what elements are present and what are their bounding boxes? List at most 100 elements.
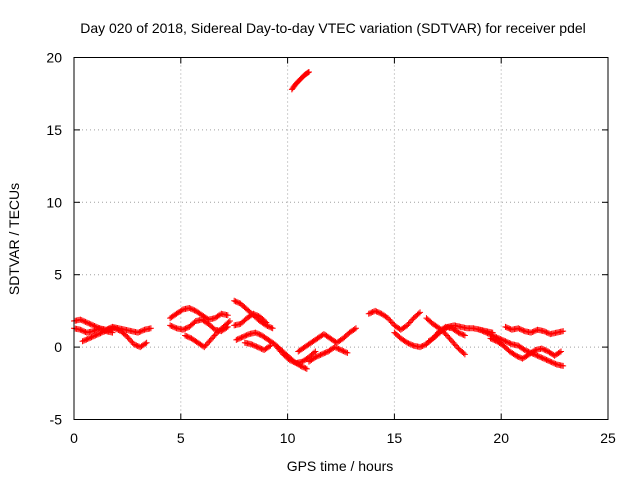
data-point: [377, 310, 384, 317]
data-point: [461, 351, 468, 358]
data-point: [91, 333, 98, 340]
data-point: [200, 343, 207, 350]
data-point: [208, 335, 215, 342]
data-point: [488, 335, 495, 342]
data-point: [251, 311, 258, 318]
data-point: [257, 345, 264, 352]
data-point: [535, 353, 542, 360]
data-point: [314, 353, 321, 360]
data-point: [451, 341, 458, 348]
data-point: [528, 329, 535, 336]
data-point: [231, 297, 238, 304]
data-point: [454, 328, 461, 335]
data-point: [544, 329, 551, 336]
data-point: [511, 351, 518, 358]
data-point: [203, 341, 210, 348]
data-point: [103, 327, 110, 334]
axis-ticks: 0 5 10 15 20 25 -5 0 5 10 15 20: [46, 50, 616, 447]
data-point: [417, 309, 424, 316]
data-point: [529, 329, 536, 336]
data-point: [114, 326, 121, 333]
data-point: [405, 340, 412, 347]
data-point: [232, 298, 239, 305]
data-point: [406, 319, 413, 326]
data-point: [317, 351, 324, 358]
data-point: [276, 346, 283, 353]
data-point: [491, 337, 498, 344]
data-point: [458, 330, 465, 337]
data-point: [544, 357, 551, 364]
data-point: [541, 346, 548, 353]
data-point: [254, 312, 261, 319]
data-point: [419, 342, 426, 349]
data-point: [335, 345, 342, 352]
y-tick-label: 5: [54, 267, 62, 283]
data-point: [344, 349, 351, 356]
data-point: [97, 330, 104, 337]
data-point: [551, 360, 558, 367]
data-point: [92, 332, 99, 339]
data-point: [388, 319, 395, 326]
data-point: [301, 364, 308, 371]
x-tick-label: 0: [70, 430, 78, 446]
data-point: [490, 336, 497, 343]
data-point: [546, 358, 553, 365]
data-point: [540, 328, 547, 335]
data-point: [77, 316, 84, 323]
data-point: [542, 347, 549, 354]
data-point: [142, 340, 149, 347]
data-point: [289, 358, 296, 365]
data-point: [365, 310, 372, 317]
data-point: [140, 327, 147, 334]
data-point: [351, 326, 358, 333]
data-point: [143, 339, 150, 346]
data-point: [552, 360, 559, 367]
data-point: [547, 358, 554, 365]
data-point: [334, 345, 341, 352]
data-point: [252, 311, 259, 318]
data-point: [124, 333, 131, 340]
data-point: [322, 349, 329, 356]
data-point: [420, 342, 427, 349]
data-point: [79, 338, 86, 345]
data-point: [543, 347, 550, 354]
data-point: [384, 315, 391, 322]
data-point: [540, 346, 547, 353]
data-point: [132, 341, 139, 348]
data-point: [455, 329, 462, 336]
data-point: [86, 320, 93, 327]
series-sat-h: [231, 310, 270, 329]
data-point: [506, 340, 513, 347]
data-point: [372, 307, 379, 314]
y-tick-label: 10: [46, 194, 62, 210]
data-point: [178, 307, 185, 314]
data-point: [254, 344, 261, 351]
series-sat-t: [487, 335, 565, 362]
data-point: [123, 332, 130, 339]
data-point: [405, 320, 412, 327]
data-point: [82, 337, 89, 344]
x-axis-label: GPS time / hours: [287, 458, 394, 474]
data-point: [449, 338, 456, 345]
data-point: [478, 327, 485, 334]
data-point: [112, 325, 119, 332]
data-point: [560, 328, 567, 335]
y-tick-label: -5: [50, 412, 63, 428]
x-tick-label: 15: [387, 430, 403, 446]
data-point: [255, 330, 262, 337]
series-sat-j: [241, 339, 274, 353]
data-point: [409, 316, 416, 323]
series-sat-k: [273, 344, 319, 367]
data-point: [179, 326, 186, 333]
data-point: [369, 309, 376, 316]
data-point: [447, 336, 454, 343]
x-tick-label: 25: [600, 430, 616, 446]
data-point: [249, 341, 256, 348]
data-point: [409, 342, 416, 349]
data-point: [279, 349, 286, 356]
data-point: [81, 328, 88, 335]
data-point: [520, 327, 527, 334]
series-sat-q: [423, 315, 468, 358]
data-point: [170, 324, 177, 331]
data-point: [275, 345, 282, 352]
